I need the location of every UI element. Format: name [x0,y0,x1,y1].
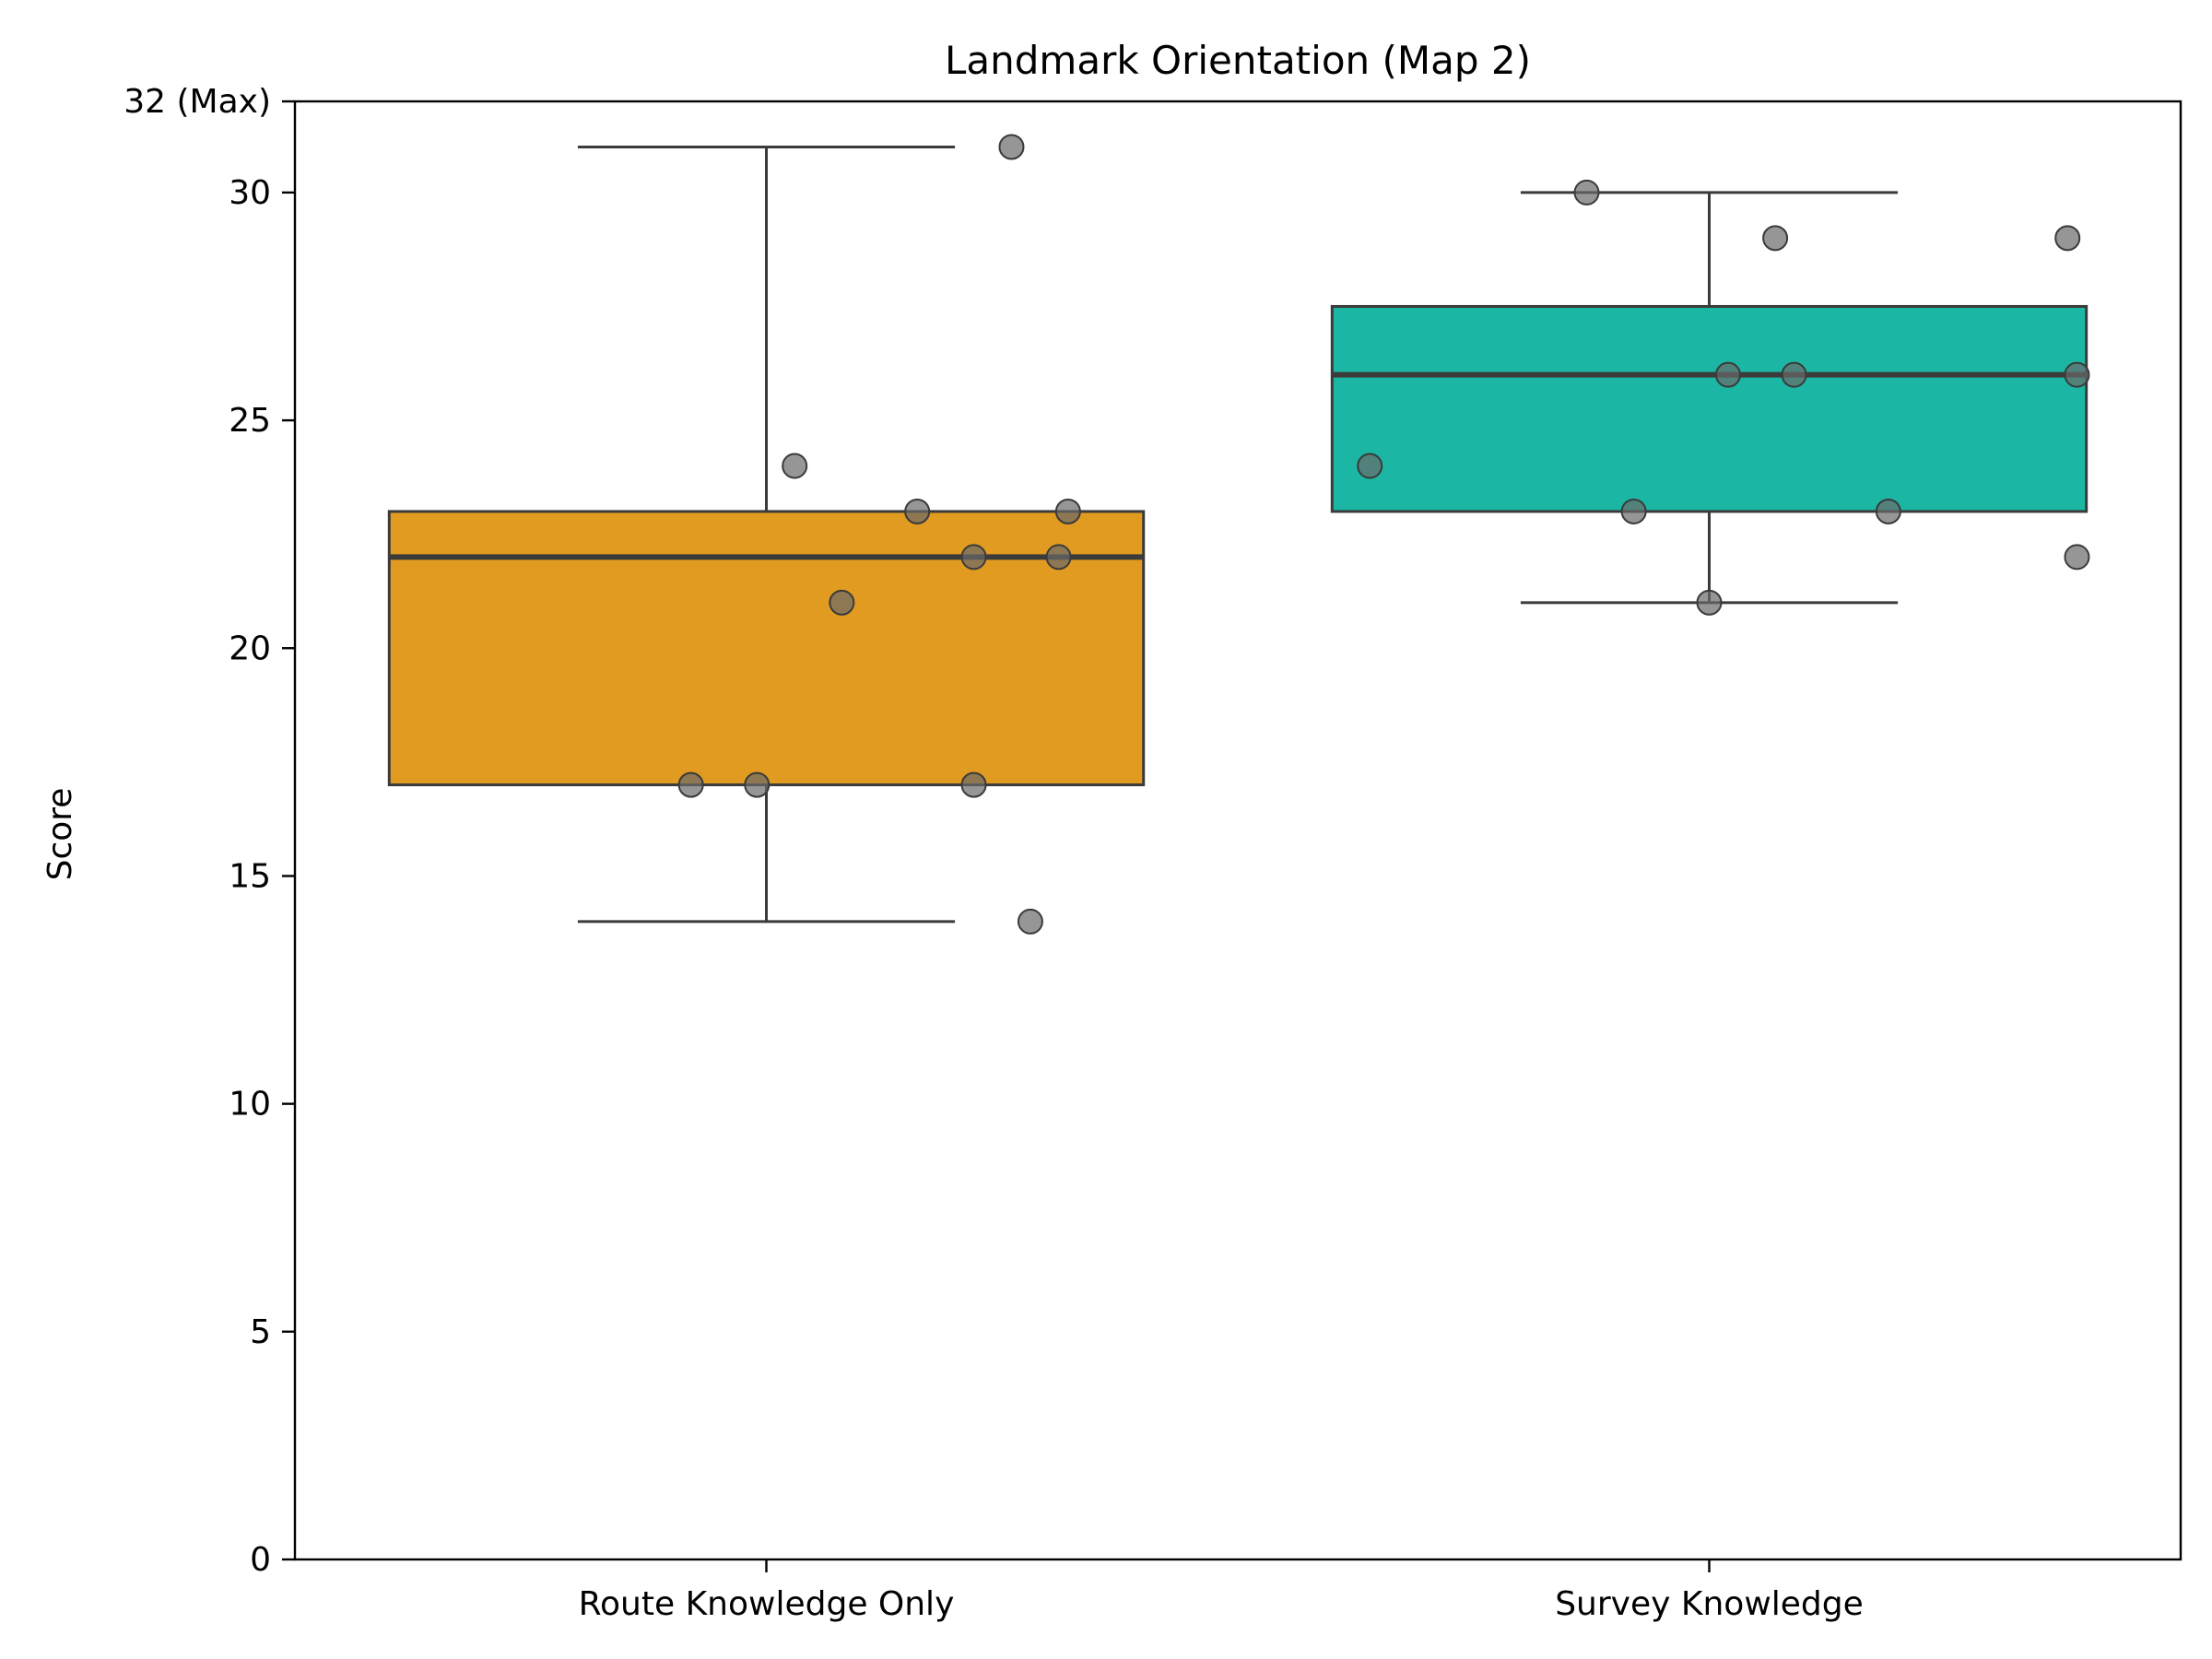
data-point [998,134,1025,160]
data-point [829,589,855,616]
y-tick-label: 20 [229,629,271,667]
data-point [1620,498,1647,524]
y-axis-label: Score [41,788,79,881]
data-point [1781,361,1807,388]
data-point [1875,498,1901,524]
plot-area [387,134,2090,935]
y-tick-label: 15 [229,857,271,895]
data-point [2064,361,2090,388]
data-point [782,453,808,479]
plot-frame [293,100,2183,1561]
chart-title: Landmark Orientation (Map 2) [945,38,1531,83]
iqr-box [1330,304,2088,513]
y-tick-label: 5 [250,1313,271,1351]
y-tick-label: 32 (Max) [124,83,271,121]
box-group [1330,179,2090,616]
data-point [2054,225,2081,252]
y-tick-label: 0 [250,1541,271,1579]
box-group [387,134,1146,935]
data-point [1696,589,1723,616]
data-point [677,771,704,798]
data-point [1045,544,1072,571]
x-tick-label: Route Knowledge Only [579,1585,955,1623]
data-point [744,771,771,798]
y-tick-label: 10 [229,1086,271,1124]
y-tick-label: 25 [229,402,271,440]
data-point [1357,453,1383,479]
data-point [1017,908,1043,935]
data-point [1573,179,1600,206]
data-point [1054,498,1081,524]
x-tick-label: Survey Knowledge [1555,1585,1864,1623]
data-point [1714,361,1741,388]
iqr-box [387,510,1146,787]
data-point [904,498,931,524]
data-point [960,544,987,571]
y-tick-label: 30 [229,174,271,212]
data-point [2064,544,2090,571]
data-point [1762,225,1789,252]
data-point [960,771,987,798]
